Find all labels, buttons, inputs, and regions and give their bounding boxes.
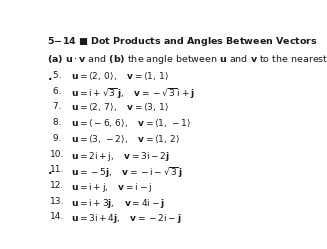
Text: $\mathbf{u} = -5\mathbf{j},\quad \mathbf{v} = -\mathrm{i} - \sqrt{3}\,\mathbf{j}: $\mathbf{u} = -5\mathbf{j},\quad \mathbf…: [71, 165, 183, 180]
Text: 9.: 9.: [50, 134, 61, 143]
Text: $\mathbf{u} = \langle 3,\,-2\rangle,\quad \mathbf{v} = \langle 1,\,2\rangle$: $\mathbf{u} = \langle 3,\,-2\rangle,\qua…: [71, 134, 181, 145]
Text: $\mathbf{\cdot}$: $\mathbf{\cdot}$: [47, 165, 52, 178]
Text: 7.: 7.: [50, 102, 61, 111]
Text: 11.: 11.: [50, 165, 64, 174]
Text: $\mathbf{u} = \langle 2,\,0\rangle,\quad \mathbf{v} = \langle 1,\,1\rangle$: $\mathbf{u} = \langle 2,\,0\rangle,\quad…: [71, 71, 169, 82]
Text: $\mathbf{\cdot}$: $\mathbf{\cdot}$: [47, 71, 52, 84]
Text: $\mathbf{u} = \mathrm{i} + 3\mathbf{j},\quad \mathbf{v} = 4\mathrm{i} - \mathbf{: $\mathbf{u} = \mathrm{i} + 3\mathbf{j},\…: [71, 197, 165, 210]
Text: $\mathbf{u} = \mathrm{i} + \sqrt{3}\,\mathbf{j},\quad \mathbf{v} = -\sqrt{3}\,\m: $\mathbf{u} = \mathrm{i} + \sqrt{3}\,\ma…: [71, 87, 195, 101]
Text: $\mathbf{u} = 3\mathrm{i} + 4\mathbf{j},\quad \mathbf{v} = -2\mathrm{i} - \mathb: $\mathbf{u} = 3\mathrm{i} + 4\mathbf{j},…: [71, 212, 182, 225]
Text: 5.: 5.: [50, 71, 61, 80]
Text: $\mathbf{u} = \langle -6,\,6\rangle,\quad \mathbf{v} = \langle 1,\,-1\rangle$: $\mathbf{u} = \langle -6,\,6\rangle,\qua…: [71, 118, 191, 129]
Text: 12.: 12.: [50, 181, 64, 190]
Text: 13.: 13.: [50, 197, 64, 206]
Text: 14.: 14.: [50, 212, 64, 221]
Text: $\mathbf{u} = \mathrm{i} + \mathrm{j},\quad \mathbf{v} = \mathrm{i} - \mathrm{j}: $\mathbf{u} = \mathrm{i} + \mathrm{j},\q…: [71, 181, 152, 194]
Text: $\mathbf{u} = \langle 2,\,7\rangle,\quad \mathbf{v} = \langle 3,\,1\rangle$: $\mathbf{u} = \langle 2,\,7\rangle,\quad…: [71, 102, 169, 113]
Text: 6.: 6.: [50, 87, 61, 96]
Text: $\mathbf{5\!-\!14}\ \blacksquare\ \mathbf{Dot\ Products\ and\ Angles\ Between\ V: $\mathbf{5\!-\!14}\ \blacksquare\ \mathb…: [47, 35, 327, 48]
Text: 8.: 8.: [50, 118, 61, 127]
Text: $\mathbf{u} = 2\mathrm{i} + \mathrm{j},\quad \mathbf{v} = 3\mathrm{i} - 2\mathbf: $\mathbf{u} = 2\mathrm{i} + \mathrm{j},\…: [71, 149, 170, 163]
Text: $\mathbf{(a)}\ \mathbf{u} \cdot \mathbf{v}$ and $\mathbf{(b)}$ the angle between: $\mathbf{(a)}\ \mathbf{u} \cdot \mathbf{…: [47, 53, 327, 66]
Text: 10.: 10.: [50, 149, 64, 159]
